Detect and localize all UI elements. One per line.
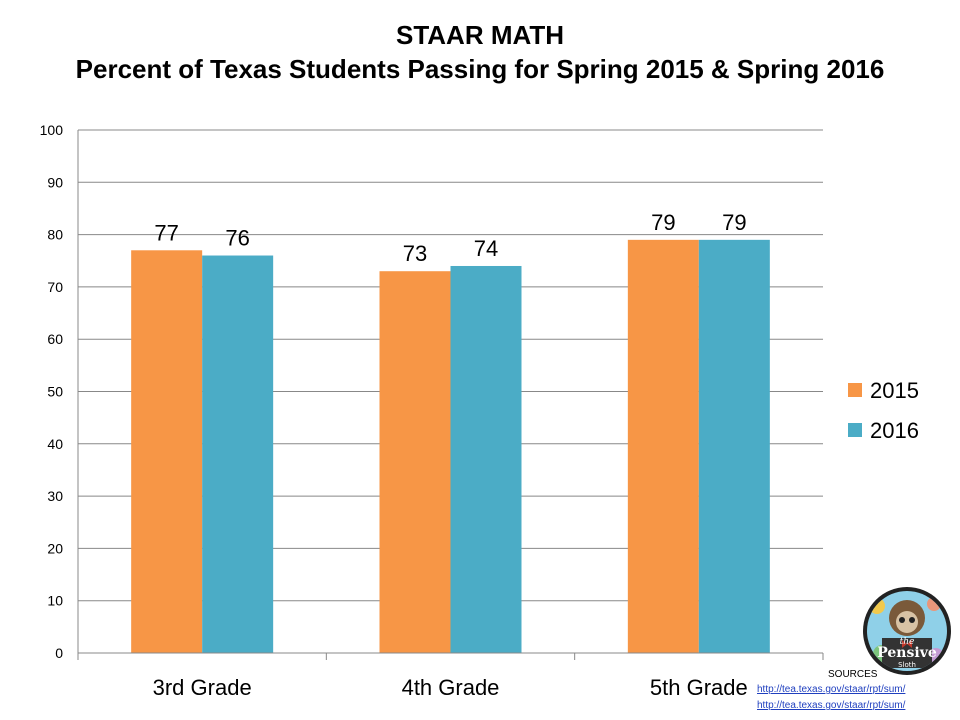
pensive-sloth-logo-icon: the Pensive Sloth [863, 587, 951, 675]
y-tick-label: 70 [47, 279, 63, 295]
y-tick-label: 90 [47, 174, 63, 190]
y-tick-label: 40 [47, 436, 63, 452]
legend-label: 2016 [870, 418, 919, 443]
sources-label: SOURCES [828, 669, 878, 680]
bars [131, 239, 770, 654]
bar-2015-5th-grade [627, 239, 699, 653]
data-label: 77 [154, 220, 178, 245]
data-labels: 77 76 73 74 79 79 [154, 210, 746, 266]
y-tick-label: 60 [47, 331, 63, 347]
chart-title-block: STAAR MATH Percent of Texas Students Pas… [0, 18, 960, 86]
y-tick-label: 20 [47, 540, 63, 556]
logo-text-bottom: Sloth [898, 661, 916, 669]
category-label: 3rd Grade [153, 675, 252, 700]
category-label: 5th Grade [650, 675, 748, 700]
y-tick-label: 50 [47, 384, 63, 400]
y-tick-label: 30 [47, 488, 63, 504]
y-tick-label: 100 [40, 122, 64, 138]
data-label: 73 [403, 241, 427, 266]
bar-2016-5th-grade [698, 239, 770, 653]
data-label: 79 [722, 210, 746, 235]
chart-title: STAAR MATH [395, 20, 564, 50]
data-label: 79 [651, 210, 675, 235]
y-tick-label: 10 [47, 593, 63, 609]
bar-2016-4th-grade [450, 265, 522, 653]
legend: 2015 2016 [848, 378, 919, 443]
data-label: 76 [225, 226, 249, 251]
data-label: 74 [474, 236, 498, 261]
bar-2015-3rd-grade [131, 250, 203, 654]
bar-2015-4th-grade [379, 271, 451, 653]
y-tick-label: 80 [47, 227, 63, 243]
chart-subtitle: Percent of Texas Students Passing for Sp… [75, 54, 885, 84]
y-tick-label: 0 [55, 645, 63, 661]
source-link-1[interactable]: http://tea.texas.gov/staar/rpt/sum/ [757, 684, 906, 695]
legend-label: 2015 [870, 378, 919, 403]
legend-swatch-2015 [848, 383, 862, 397]
category-label: 4th Grade [402, 675, 500, 700]
source-link-2[interactable]: http://tea.texas.gov/staar/rpt/sum/ [757, 700, 906, 711]
logo-text-top: the [900, 637, 915, 647]
bar-2016-3rd-grade [202, 255, 274, 653]
axes: 0 10 20 30 40 50 60 70 80 90 100 3rd Grade 4th Grade… [40, 122, 824, 700]
legend-swatch-2016 [848, 423, 862, 437]
logo-text-main: Pensive [877, 645, 937, 661]
